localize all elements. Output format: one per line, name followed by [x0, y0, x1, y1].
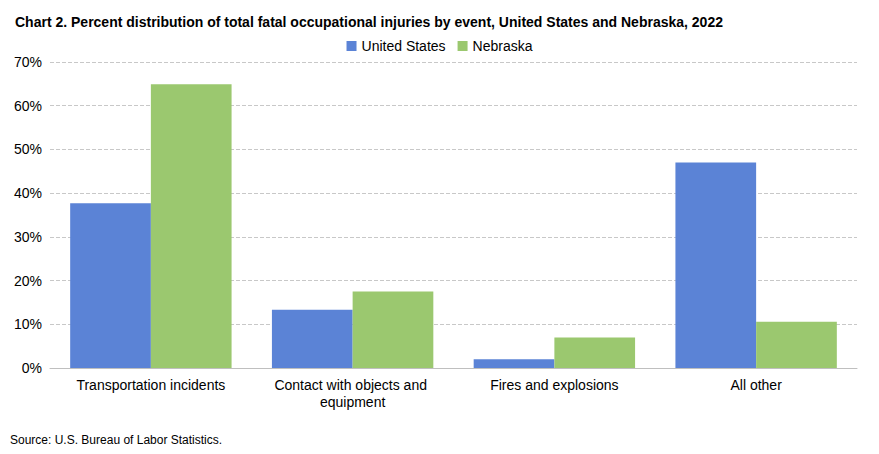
- svg-text:0%: 0%: [22, 360, 42, 376]
- svg-text:10%: 10%: [14, 316, 42, 332]
- svg-text:Fires and explosions: Fires and explosions: [490, 377, 618, 393]
- svg-text:Transportation incidents: Transportation incidents: [76, 377, 225, 393]
- svg-text:70%: 70%: [14, 54, 42, 70]
- svg-text:Contact with objects and: Contact with objects and: [274, 377, 430, 393]
- svg-text:All other: All other: [730, 377, 782, 393]
- svg-text:Nebraska: Nebraska: [473, 38, 533, 54]
- svg-text:50%: 50%: [14, 141, 42, 157]
- svg-text:60%: 60%: [14, 98, 42, 114]
- svg-text:Source: U.S. Bureau of Labor S: Source: U.S. Bureau of Labor Statistics.: [10, 433, 222, 447]
- svg-text:30%: 30%: [14, 229, 42, 245]
- svg-text:20%: 20%: [14, 273, 42, 289]
- svg-text:40%: 40%: [14, 185, 42, 201]
- svg-text:equipment: equipment: [320, 394, 385, 410]
- svg-text:Chart 2. Percent distribution: Chart 2. Percent distribution of total f…: [15, 14, 723, 30]
- svg-text:United States: United States: [362, 38, 446, 54]
